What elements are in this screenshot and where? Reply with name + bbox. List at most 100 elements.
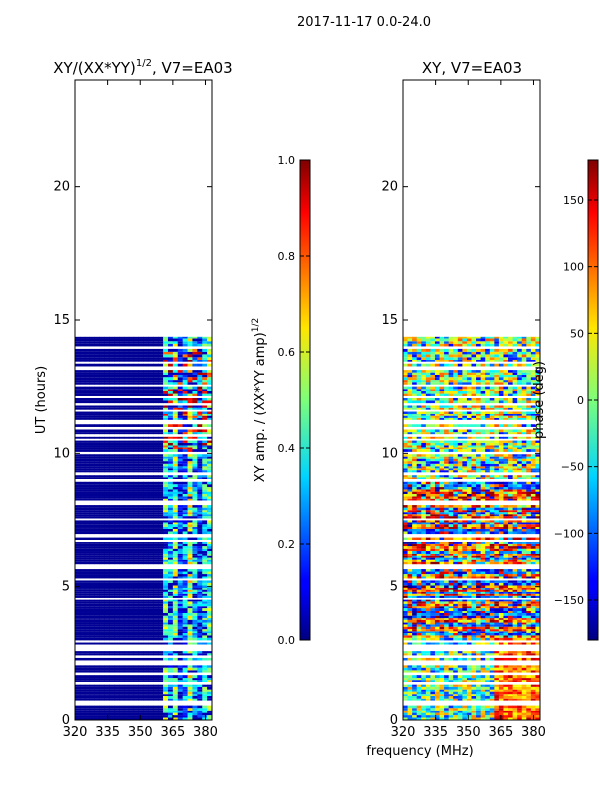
- heatmap-cell: [503, 612, 509, 616]
- heatmap-cell: [453, 626, 459, 630]
- heatmap-cell: [530, 678, 536, 681]
- heatmap-cell: [521, 705, 527, 709]
- heatmap-cell: [197, 675, 203, 679]
- heatmap-cell: [143, 585, 149, 589]
- heatmap-cell: [163, 559, 169, 562]
- heatmap-cell: [109, 601, 115, 604]
- heatmap-cell: [163, 354, 169, 358]
- y-tick-label: 5: [62, 580, 70, 595]
- heatmap-cell: [158, 653, 164, 656]
- heatmap-cell: [182, 415, 188, 418]
- heatmap-cell: [202, 632, 208, 636]
- heatmap-cell: [167, 591, 174, 594]
- heatmap-cell: [128, 635, 135, 638]
- heatmap-cell: [163, 491, 169, 494]
- heatmap-cell: [412, 653, 418, 656]
- heatmap-cell: [153, 531, 159, 535]
- heatmap-cell: [192, 338, 198, 342]
- heatmap-cell: [202, 698, 208, 701]
- heatmap-cell: [172, 635, 179, 638]
- heatmap-cell: [123, 338, 130, 342]
- heatmap-cell: [123, 449, 130, 452]
- heatmap-cell: [517, 626, 523, 630]
- heatmap-cell: [177, 454, 184, 457]
- heatmap-cell: [94, 651, 100, 654]
- heatmap-cell: [403, 689, 408, 692]
- heatmap-cell: [84, 642, 91, 645]
- heatmap-cell: [99, 363, 105, 367]
- heatmap-cell: [192, 717, 198, 720]
- heatmap-cell: [462, 684, 468, 687]
- heatmap-cell: [104, 667, 110, 671]
- heatmap-cell: [133, 695, 140, 699]
- heatmap-cell: [421, 686, 427, 690]
- heatmap-cell: [535, 678, 540, 681]
- heatmap-cell: [153, 527, 159, 529]
- heatmap-cell: [480, 691, 486, 695]
- heatmap-cell: [207, 715, 212, 718]
- heatmap-cell: [163, 487, 169, 490]
- heatmap-cell: [480, 606, 486, 609]
- heatmap-cell: [512, 615, 518, 619]
- heatmap-cell: [489, 665, 495, 668]
- heatmap-cell: [153, 708, 159, 711]
- heatmap-cell: [172, 599, 179, 602]
- heatmap-cell: [187, 372, 193, 375]
- heatmap-cell: [187, 377, 193, 381]
- heatmap-cell: [526, 601, 532, 604]
- heatmap-cell: [153, 631, 159, 633]
- heatmap-cell: [444, 619, 450, 623]
- heatmap-cell: [89, 413, 95, 416]
- heatmap-cell: [75, 675, 81, 679]
- heatmap-cell: [448, 637, 454, 641]
- heatmap-cell: [99, 466, 105, 469]
- heatmap-cell: [187, 348, 193, 352]
- heatmap-cell: [412, 631, 418, 633]
- heatmap-cell: [119, 341, 125, 344]
- heatmap-cell: [99, 680, 105, 682]
- heatmap-cell: [119, 698, 125, 701]
- heatmap-cell: [104, 468, 110, 471]
- heatmap-cell: [182, 380, 188, 383]
- heatmap-cell: [109, 382, 115, 385]
- heatmap-cell: [535, 642, 540, 645]
- heatmap-cell: [457, 626, 463, 630]
- heatmap-cell: [498, 698, 504, 701]
- heatmap-cell: [148, 665, 154, 668]
- heatmap-cell: [163, 498, 169, 501]
- heatmap-cell: [182, 624, 188, 627]
- heatmap-cell: [104, 559, 110, 562]
- heatmap-cell: [109, 694, 115, 696]
- heatmap-cell: [89, 619, 95, 623]
- heatmap-cell: [172, 585, 179, 589]
- heatmap-cell: [517, 635, 523, 638]
- heatmap-cell: [148, 400, 154, 404]
- heatmap-cell: [471, 708, 477, 711]
- heatmap-cell: [187, 357, 193, 360]
- heatmap-cell: [202, 363, 208, 367]
- heatmap-cell: [207, 624, 212, 627]
- heatmap-cell: [471, 599, 477, 602]
- heatmap-cell: [94, 611, 100, 613]
- heatmap-cell: [498, 665, 504, 668]
- heatmap-cell: [187, 512, 193, 515]
- heatmap-cell: [448, 686, 454, 690]
- amplitude-ylabel: UT (hours): [34, 366, 49, 434]
- heatmap-cell: [177, 593, 184, 596]
- heatmap-cell: [133, 413, 140, 416]
- heatmap-cell: [133, 411, 140, 414]
- heatmap-cell: [425, 712, 431, 716]
- heatmap-cell: [177, 635, 184, 638]
- heatmap-cell: [167, 466, 174, 469]
- heatmap-cell: [104, 601, 110, 604]
- heatmap-cell: [114, 548, 120, 552]
- heatmap-cell: [104, 445, 110, 448]
- heatmap-cell: [158, 336, 164, 339]
- heatmap-cell: [197, 528, 203, 532]
- heatmap-cell: [503, 686, 509, 690]
- heatmap-cell: [192, 624, 198, 627]
- heatmap-cell: [119, 397, 125, 401]
- heatmap-cell: [167, 571, 174, 575]
- heatmap-cell: [480, 689, 486, 692]
- heatmap-cell: [94, 405, 100, 408]
